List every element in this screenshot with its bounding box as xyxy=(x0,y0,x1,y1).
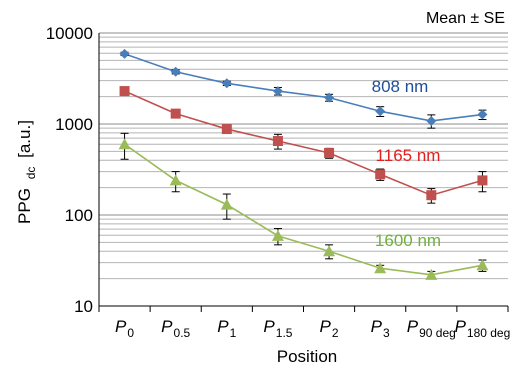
series-line xyxy=(124,143,483,276)
data-point-diamond xyxy=(324,92,335,103)
x-tick-label: P90 deg xyxy=(407,317,456,340)
data-point-square xyxy=(221,124,232,135)
series-group xyxy=(118,48,489,280)
data-point-square xyxy=(426,190,437,201)
x-tick-label: P180 deg xyxy=(455,317,511,340)
y-axis-label-unit: [a.u.] xyxy=(15,120,34,158)
data-point-square xyxy=(119,86,130,97)
data-point-diamond xyxy=(375,106,386,117)
data-point-diamond xyxy=(272,86,283,97)
y-tick-label: 10 xyxy=(74,297,93,316)
series-1165-nm xyxy=(119,86,488,204)
data-point-square xyxy=(272,136,283,147)
x-axis-label: Position xyxy=(277,347,337,366)
data-point-triangle xyxy=(323,245,336,257)
x-tick-label: P0 xyxy=(115,317,134,340)
series-1600-nm xyxy=(118,132,489,280)
data-point-square xyxy=(477,175,488,186)
data-point-square xyxy=(375,169,386,180)
series-808-nm xyxy=(119,48,488,129)
series-line xyxy=(124,90,483,197)
series-labels: 808 nm 1165 nm 1600 nm xyxy=(372,77,441,250)
data-point-triangle xyxy=(374,262,387,274)
data-point-triangle xyxy=(271,229,284,241)
y-tick-labels: 10 100 1000 10000 xyxy=(46,24,93,316)
y-axis-label: PPG dc [a.u.] xyxy=(15,120,39,224)
data-point-triangle xyxy=(118,138,131,150)
data-point-triangle xyxy=(220,198,233,210)
y-tick-label: 10000 xyxy=(46,24,93,43)
y-tick-label: 1000 xyxy=(55,115,93,134)
x-tick-label: P1.5 xyxy=(263,317,292,340)
series-label: 1165 nm xyxy=(376,146,441,165)
y-axis-label-main: PPG xyxy=(15,188,34,224)
data-point-diamond xyxy=(170,66,181,77)
x-tick-label: P3 xyxy=(371,317,390,340)
x-tick-label: P0.5 xyxy=(161,317,190,340)
grid-lines xyxy=(99,32,508,307)
data-point-diamond xyxy=(221,78,232,89)
data-point-diamond xyxy=(119,48,130,59)
data-point-triangle xyxy=(425,268,438,280)
x-tick-label: P2 xyxy=(320,317,339,340)
series-label: 1600 nm xyxy=(375,231,441,250)
axes xyxy=(98,33,509,312)
series-line xyxy=(124,53,483,122)
y-axis-label-sub: dc xyxy=(24,167,38,180)
data-point-triangle xyxy=(169,174,182,186)
annotation-mean-se: Mean ± SE xyxy=(426,10,505,27)
y-tick-label: 100 xyxy=(65,206,93,225)
x-tick-label: P1 xyxy=(217,317,236,340)
data-point-square xyxy=(170,108,181,119)
data-point-diamond xyxy=(426,115,437,126)
data-point-triangle xyxy=(476,259,489,271)
data-point-diamond xyxy=(477,109,488,120)
data-point-square xyxy=(324,148,335,159)
series-label: 808 nm xyxy=(372,77,429,96)
